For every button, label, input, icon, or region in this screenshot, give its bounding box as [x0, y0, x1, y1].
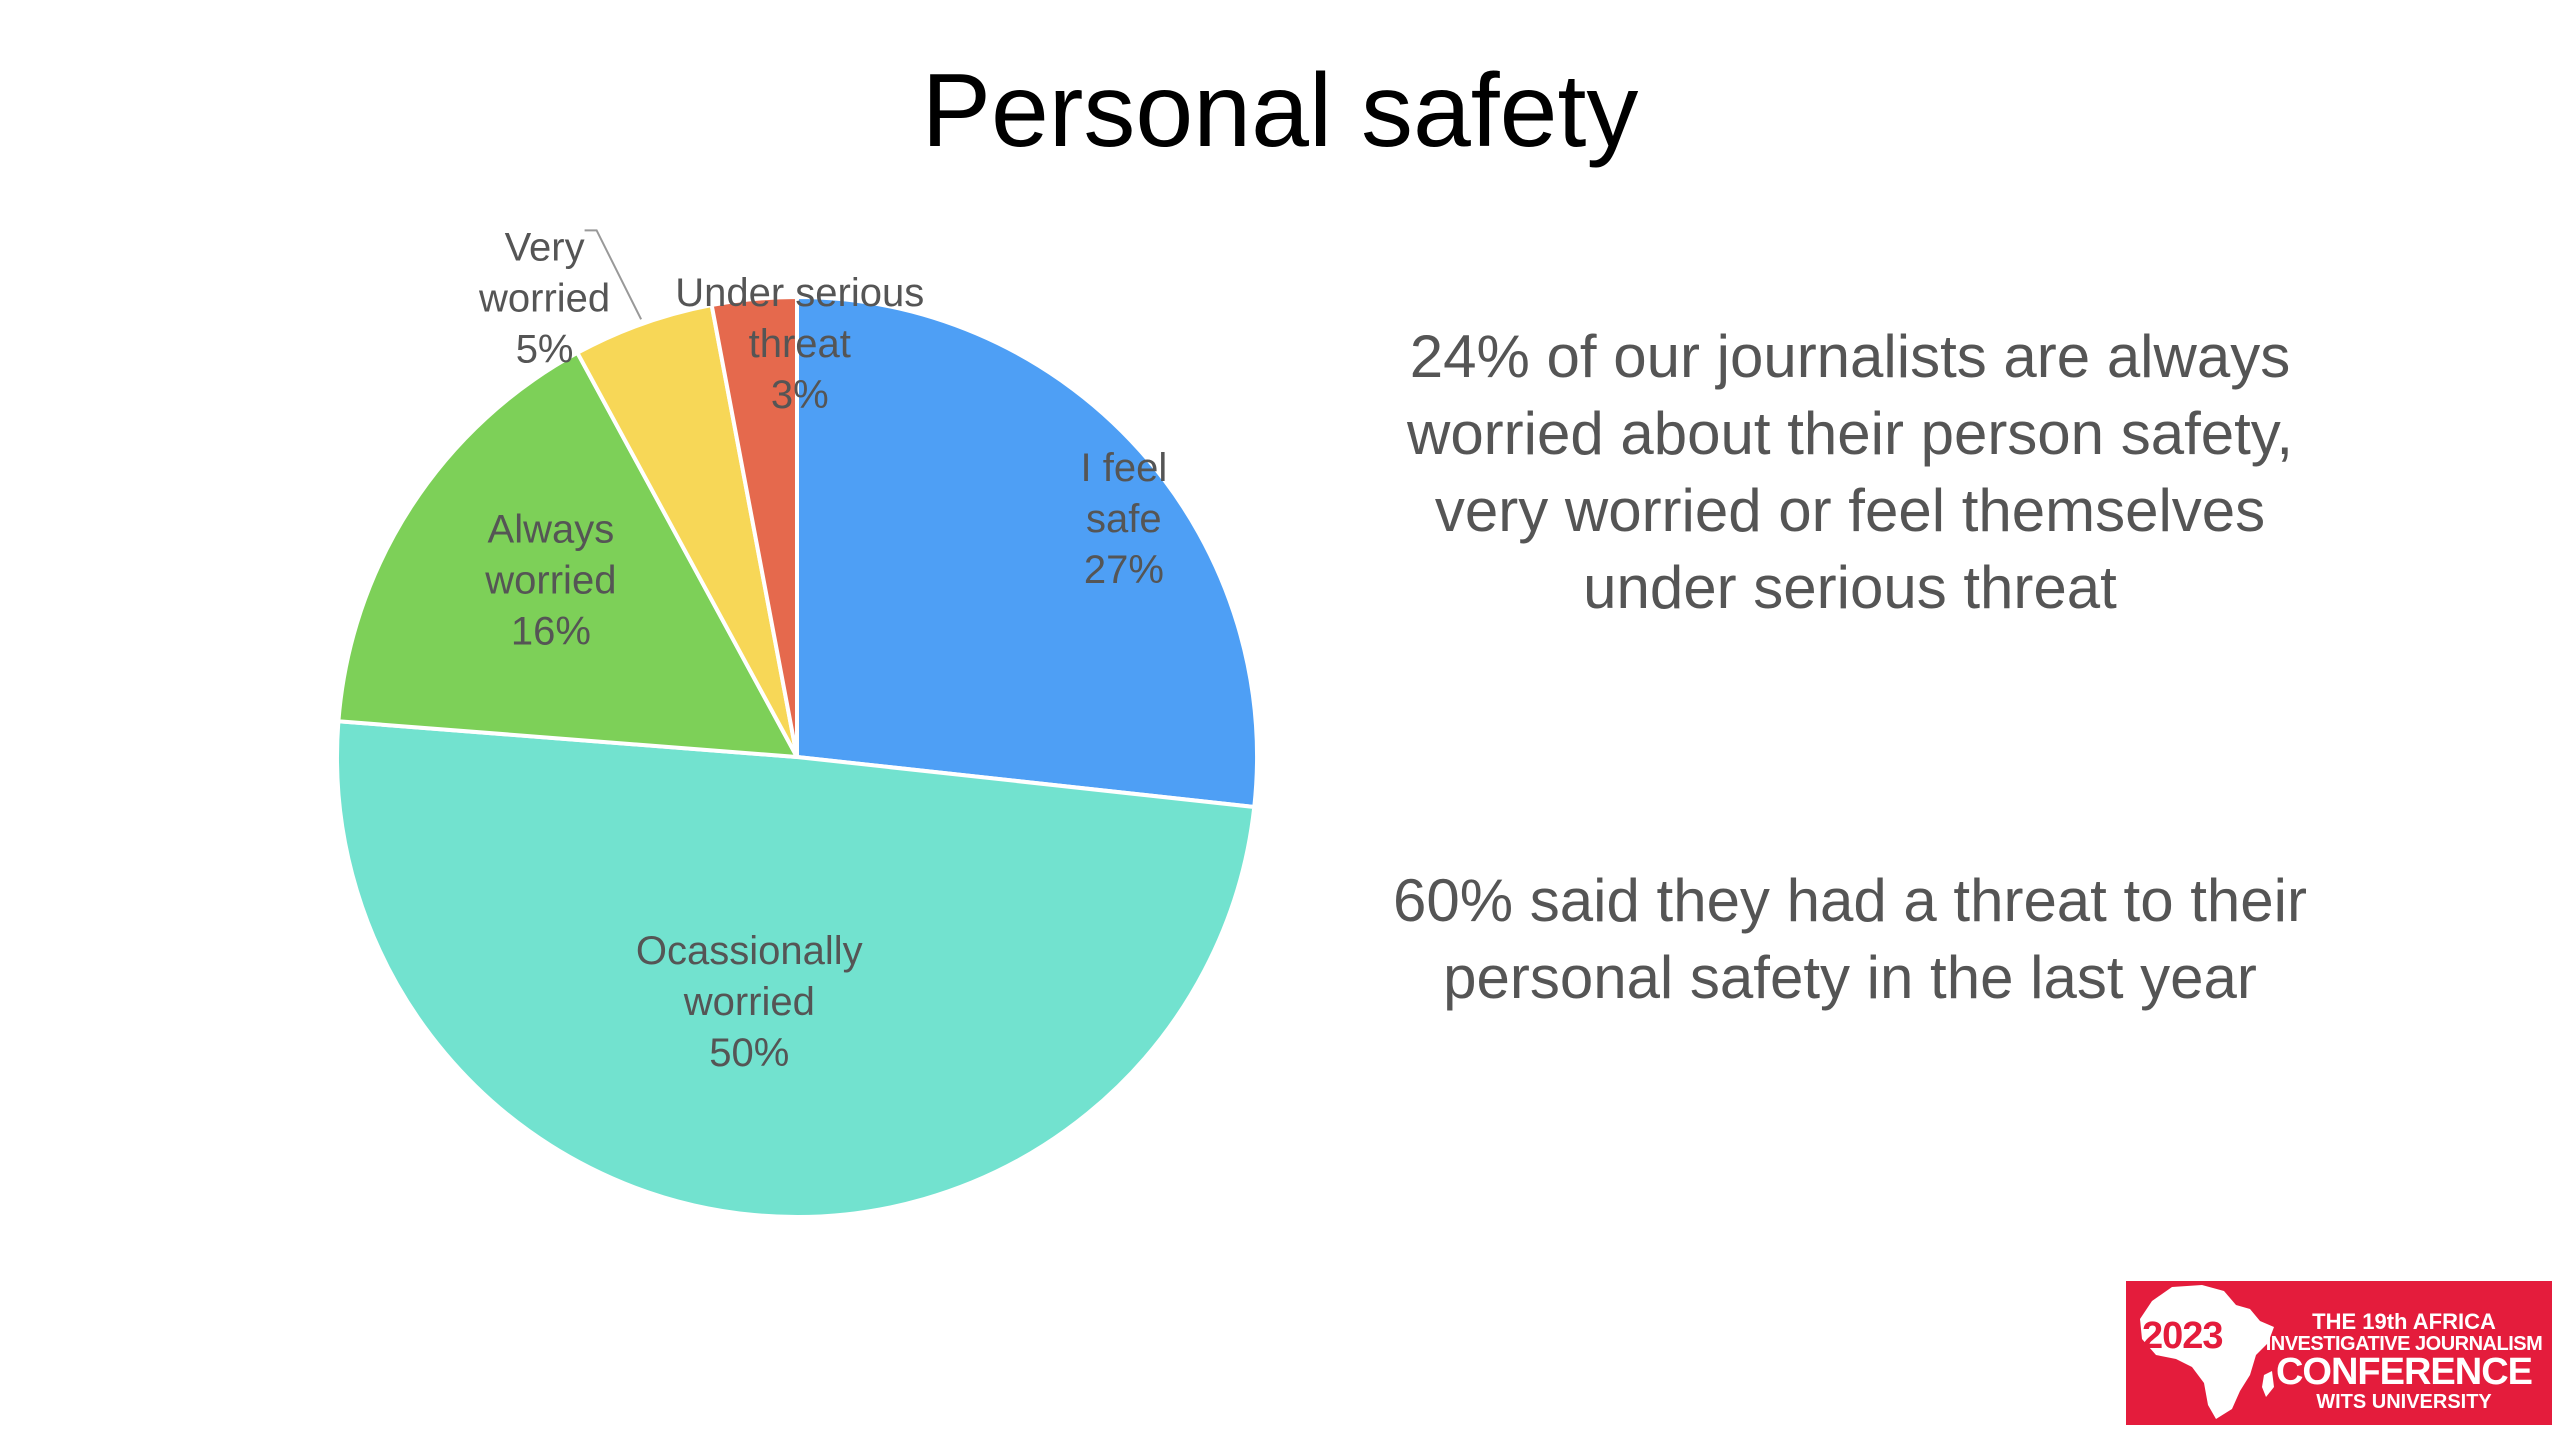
- logo-line-3: CONFERENCE: [2275, 1351, 2533, 1393]
- pie-leader-line: [584, 229, 643, 320]
- pie-slice-i-feel-safe: [795, 295, 1259, 809]
- pie-chart: I feel safe 27% Ocassionally worried 50% Alway…: [334, 225, 1259, 1220]
- logo-line-2: INVESTIGATIVE JOURNALISM: [2265, 1333, 2543, 1355]
- pie-label-under-serious-threat: Under serious threat 3%: [675, 271, 924, 417]
- conference-logo: 2023 THE 19th AFRICA INVESTIGATIVE JOURN…: [2126, 1281, 2552, 1425]
- pie-label-ocassionally-worried: Ocassionally worried 50%: [636, 929, 863, 1075]
- logo-year: 2023: [2142, 1315, 2224, 1357]
- africa-map-icon: [2140, 1285, 2274, 1419]
- pie-label-i-feel-safe: I feel safe 27%: [1081, 446, 1168, 592]
- pie-label-very-worried: Very worried 5%: [478, 225, 610, 371]
- stat-text-worried: 24% of our journalists are always worrie…: [1406, 323, 2294, 621]
- pie-slice-very-worried: [575, 302, 799, 759]
- slide-title: Personal safety: [921, 53, 1639, 169]
- pie-slice-ocassionally-worried: [334, 719, 1257, 1220]
- pie-label-always-worried: Always worried 16%: [484, 507, 616, 653]
- pie-slices: [334, 295, 1259, 1220]
- logo-line-1: THE 19th AFRICA: [2312, 1309, 2496, 1334]
- pie-slice-always-worried: [336, 350, 799, 759]
- stat-text-threat: 60% said they had a threat to their pers…: [1393, 867, 2307, 1011]
- pie-slice-under-serious-threat: [709, 295, 799, 759]
- pie-labels: I feel safe 27% Ocassionally worried 50% Alway…: [478, 225, 1167, 1074]
- logo-line-4: WITS UNIVERSITY: [2316, 1391, 2492, 1413]
